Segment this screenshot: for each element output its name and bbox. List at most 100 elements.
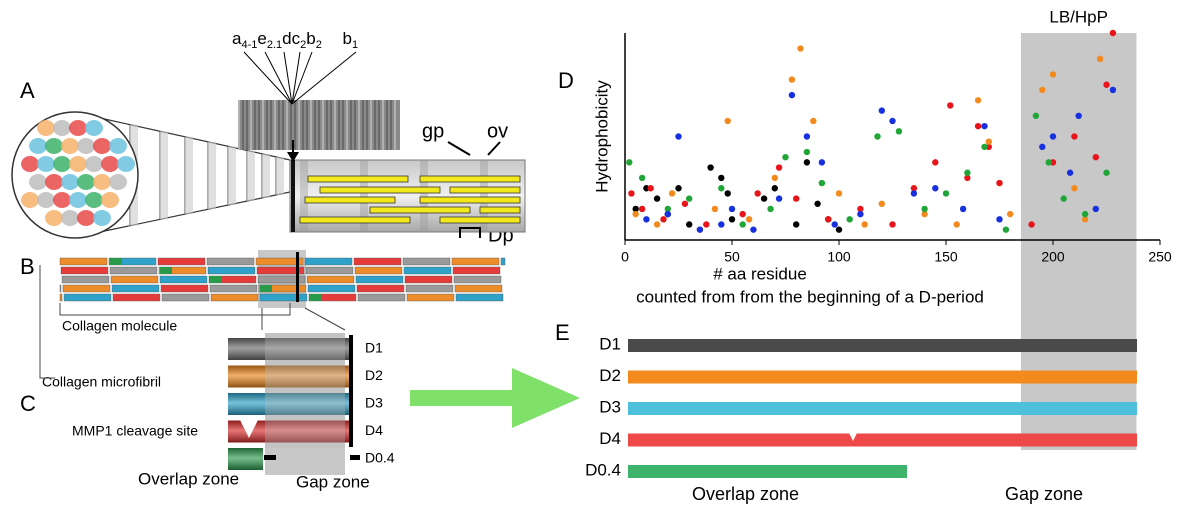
point <box>1081 210 1089 218</box>
point <box>814 200 821 207</box>
x-axis-label: counted from from the beginning of a D-p… <box>636 287 984 306</box>
microfibril-dot <box>37 192 55 208</box>
point <box>754 190 761 197</box>
point <box>638 174 646 182</box>
molecule-segment <box>356 284 405 293</box>
molecule-end <box>260 285 272 292</box>
em-stripe <box>338 100 340 150</box>
c-tick <box>264 455 276 460</box>
dp-bracket <box>459 227 481 238</box>
e-row-label: D4 <box>599 429 621 448</box>
em-stripe <box>326 100 328 150</box>
point <box>775 195 783 202</box>
panel-label: E <box>555 320 570 345</box>
point <box>932 185 939 192</box>
point <box>728 216 736 223</box>
point <box>889 221 896 228</box>
point <box>775 164 783 171</box>
em-stripe <box>378 100 380 150</box>
point <box>981 122 988 130</box>
e-bar <box>628 465 907 478</box>
funnel-shade <box>208 141 216 210</box>
microfibril-dot <box>77 138 95 154</box>
microfibril-label: Collagen microfibril <box>42 374 161 390</box>
point <box>846 216 853 223</box>
point <box>803 133 811 140</box>
em-stripe <box>394 100 396 150</box>
zone-label: Overlap zone <box>692 484 799 504</box>
microfibril-dot <box>101 156 119 172</box>
molecule-segment <box>353 257 402 266</box>
em-stripe <box>254 100 256 150</box>
point <box>653 195 661 202</box>
panel-label: B <box>20 254 35 279</box>
molecule-segment <box>209 284 258 293</box>
zone-label: Overlap zone <box>138 469 239 488</box>
em-stripe <box>318 100 320 150</box>
em-stripe <box>286 100 288 150</box>
molecule-bar <box>369 206 471 214</box>
point <box>632 205 639 213</box>
shade-label: LB/HpP <box>1049 7 1108 26</box>
molecule-end <box>310 294 322 301</box>
molecule-segment <box>256 266 305 275</box>
pointer-line <box>291 51 357 105</box>
point <box>724 117 731 125</box>
point <box>810 117 817 125</box>
microfibril-dot <box>69 120 87 136</box>
c-bar-sheen <box>228 448 263 470</box>
point <box>1032 112 1040 120</box>
em-stripe <box>282 100 284 150</box>
molecule-segment <box>109 266 158 275</box>
molecule-segment <box>108 257 157 266</box>
microfibril-dot <box>93 174 111 190</box>
point <box>668 190 676 197</box>
d-band-line <box>291 160 295 232</box>
microfibril-dot <box>117 156 135 172</box>
point <box>660 216 667 223</box>
em-stripe <box>358 100 360 150</box>
point <box>932 159 939 166</box>
molecule-segment <box>403 266 452 275</box>
gap-band <box>480 160 488 232</box>
molecule-segment <box>59 284 62 293</box>
molecule-bar <box>419 196 521 204</box>
point <box>771 174 778 182</box>
microfibril-dot <box>109 174 127 190</box>
point <box>835 226 843 233</box>
em-stripe <box>270 100 272 150</box>
point <box>739 221 746 228</box>
molecule-segment <box>210 293 259 302</box>
e-bar <box>628 402 1137 415</box>
molecule-segment <box>307 284 356 293</box>
point <box>739 210 746 218</box>
em-stripe <box>302 100 304 150</box>
c-row-label: D1 <box>365 340 383 356</box>
e-bar <box>628 370 1137 384</box>
point <box>681 200 689 207</box>
fibril-label: ov <box>487 120 508 142</box>
c-line <box>349 335 353 447</box>
molecule-label: Collagen molecule <box>62 318 177 334</box>
microfibril-dot <box>85 192 103 208</box>
band-part: e <box>257 29 266 48</box>
x-tick-label: 250 <box>1148 249 1172 265</box>
point <box>696 226 704 233</box>
em-stripe <box>306 100 308 150</box>
microfibril-dot <box>45 174 63 190</box>
molecule-segment <box>255 257 304 266</box>
em-stripe <box>242 100 244 150</box>
em-stripe <box>382 100 384 150</box>
microfibril-dot <box>109 138 127 154</box>
c-row-label: D2 <box>365 367 383 383</box>
e-row-label: D3 <box>599 397 621 416</box>
molecule-segment <box>59 257 108 266</box>
pointer-line <box>243 51 293 105</box>
molecule-segment <box>110 275 159 284</box>
point <box>895 128 903 135</box>
microfibril-dot <box>53 192 71 208</box>
point <box>675 133 682 140</box>
em-stripe <box>330 100 332 150</box>
e-row-label: D1 <box>599 334 621 353</box>
point <box>910 190 918 197</box>
